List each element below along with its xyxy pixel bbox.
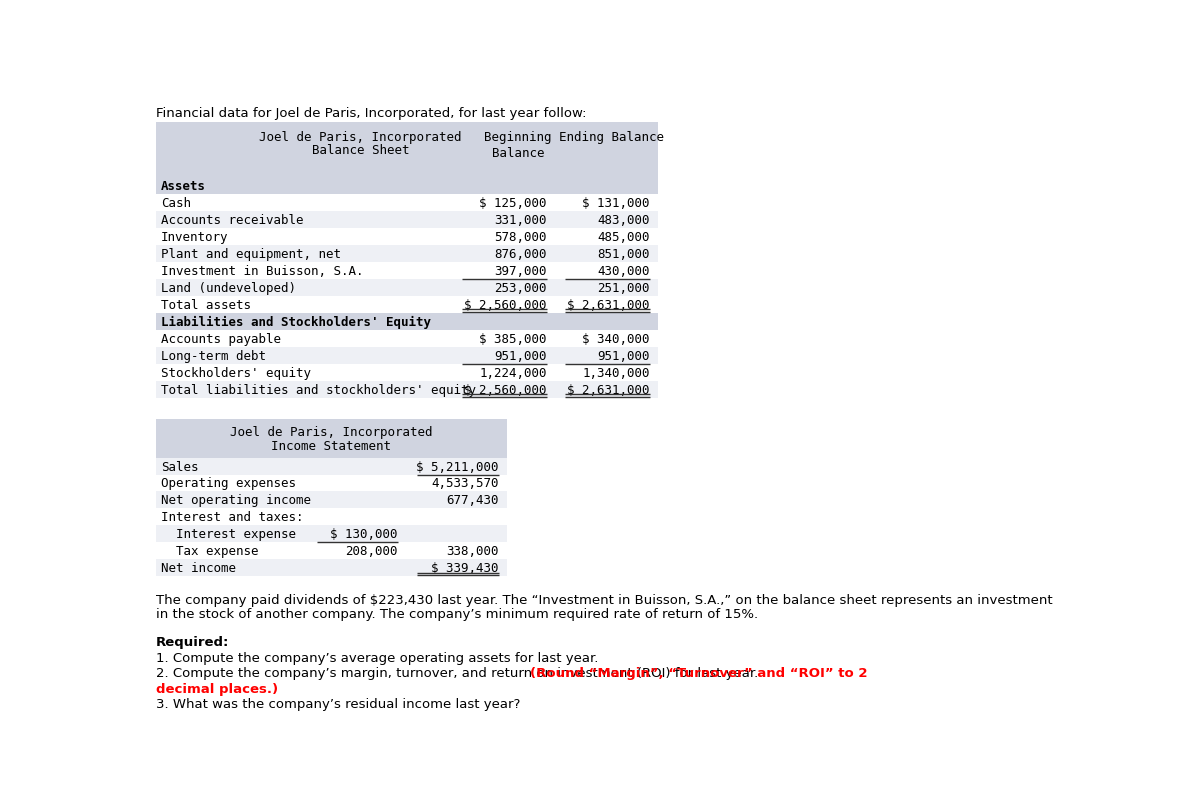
- Text: 4,533,570: 4,533,570: [431, 477, 499, 490]
- Text: Income Statement: Income Statement: [271, 440, 391, 453]
- Text: $ 131,000: $ 131,000: [582, 197, 650, 210]
- Text: 3. What was the company’s residual income last year?: 3. What was the company’s residual incom…: [156, 697, 521, 710]
- Text: Inventory: Inventory: [161, 231, 228, 244]
- Text: $ 2,631,000: $ 2,631,000: [568, 298, 650, 311]
- Text: Financial data for Joel de Paris, Incorporated, for last year follow:: Financial data for Joel de Paris, Incorp…: [156, 106, 587, 119]
- Text: Land (undeveloped): Land (undeveloped): [161, 281, 296, 294]
- Text: Tax expense: Tax expense: [175, 544, 258, 557]
- Text: Accounts receivable: Accounts receivable: [161, 214, 304, 227]
- Bar: [156, 364, 658, 381]
- Text: Cash: Cash: [161, 197, 191, 210]
- Text: 1,340,000: 1,340,000: [582, 366, 650, 379]
- Text: 951,000: 951,000: [598, 350, 650, 363]
- Text: $ 339,430: $ 339,430: [431, 561, 499, 574]
- Text: 483,000: 483,000: [598, 214, 650, 227]
- Text: Total liabilities and stockholders' equity: Total liabilities and stockholders' equi…: [161, 383, 476, 396]
- Text: 331,000: 331,000: [494, 214, 547, 227]
- Bar: [156, 347, 658, 364]
- Text: 578,000: 578,000: [494, 231, 547, 244]
- Text: Stockholders' equity: Stockholders' equity: [161, 366, 311, 379]
- Text: (Round “Margin”, “Turnover” and “ROI” to 2: (Round “Margin”, “Turnover” and “ROI” to…: [530, 667, 868, 680]
- Text: Operating expenses: Operating expenses: [161, 477, 296, 490]
- Text: Interest and taxes:: Interest and taxes:: [161, 511, 304, 524]
- Bar: [156, 491, 506, 508]
- Text: decimal places.): decimal places.): [156, 682, 278, 695]
- Text: 2. Compute the company’s margin, turnover, and return on investment (ROI) for la: 2. Compute the company’s margin, turnove…: [156, 667, 763, 680]
- Bar: [156, 381, 658, 398]
- Text: 876,000: 876,000: [494, 247, 547, 260]
- Text: Long-term debt: Long-term debt: [161, 350, 266, 363]
- Text: 485,000: 485,000: [598, 231, 650, 244]
- Bar: [156, 526, 506, 543]
- Text: in the stock of another company. The company’s minimum required rate of return o: in the stock of another company. The com…: [156, 607, 758, 620]
- Text: Interest expense: Interest expense: [175, 528, 295, 541]
- Bar: [156, 313, 658, 330]
- Bar: [156, 178, 658, 195]
- Bar: [156, 212, 658, 229]
- Bar: [156, 229, 658, 246]
- Text: $ 385,000: $ 385,000: [479, 333, 547, 345]
- Text: 1. Compute the company’s average operating assets for last year.: 1. Compute the company’s average operati…: [156, 651, 599, 664]
- Bar: [156, 475, 506, 491]
- Text: $ 2,631,000: $ 2,631,000: [568, 383, 650, 396]
- Text: $ 340,000: $ 340,000: [582, 333, 650, 345]
- Text: Beginning
Balance: Beginning Balance: [485, 131, 552, 159]
- Text: Net operating income: Net operating income: [161, 494, 311, 507]
- Text: Liabilities and Stockholders' Equity: Liabilities and Stockholders' Equity: [161, 315, 431, 328]
- Text: Assets: Assets: [161, 180, 206, 193]
- Text: $ 2,560,000: $ 2,560,000: [464, 298, 547, 311]
- Bar: [156, 543, 506, 560]
- Text: 397,000: 397,000: [494, 264, 547, 277]
- Text: Joel de Paris, Incorporated: Joel de Paris, Incorporated: [230, 426, 433, 439]
- Text: Joel de Paris, Incorporated: Joel de Paris, Incorporated: [259, 131, 462, 144]
- Text: The company paid dividends of $223,430 last year. The “Investment in Buisson, S.: The company paid dividends of $223,430 l…: [156, 594, 1052, 607]
- Bar: [156, 508, 506, 526]
- Text: $ 5,211,000: $ 5,211,000: [416, 460, 499, 473]
- Text: 951,000: 951,000: [494, 350, 547, 363]
- Bar: [156, 297, 658, 313]
- Text: Sales: Sales: [161, 460, 198, 473]
- Text: Ending Balance: Ending Balance: [559, 131, 665, 144]
- Bar: [156, 560, 506, 577]
- Text: $ 2,560,000: $ 2,560,000: [464, 383, 547, 396]
- Bar: [156, 330, 658, 347]
- Text: Net income: Net income: [161, 561, 236, 574]
- Text: 251,000: 251,000: [598, 281, 650, 294]
- Text: $ 125,000: $ 125,000: [479, 197, 547, 210]
- Bar: [156, 246, 658, 263]
- Text: 677,430: 677,430: [446, 494, 499, 507]
- Bar: [156, 419, 506, 458]
- Text: 208,000: 208,000: [346, 544, 398, 557]
- Text: 253,000: 253,000: [494, 281, 547, 294]
- Text: Plant and equipment, net: Plant and equipment, net: [161, 247, 341, 260]
- Text: 430,000: 430,000: [598, 264, 650, 277]
- Text: Investment in Buisson, S.A.: Investment in Buisson, S.A.: [161, 264, 364, 277]
- Text: 851,000: 851,000: [598, 247, 650, 260]
- Bar: [156, 122, 658, 178]
- Text: 338,000: 338,000: [446, 544, 499, 557]
- Text: $ 130,000: $ 130,000: [330, 528, 398, 541]
- Bar: [156, 263, 658, 280]
- Bar: [156, 280, 658, 297]
- Bar: [156, 458, 506, 475]
- Text: Total assets: Total assets: [161, 298, 251, 311]
- Bar: [156, 195, 658, 212]
- Text: Required:: Required:: [156, 636, 229, 649]
- Text: Balance Sheet: Balance Sheet: [312, 144, 409, 157]
- Text: 1,224,000: 1,224,000: [479, 366, 547, 379]
- Text: Accounts payable: Accounts payable: [161, 333, 281, 345]
